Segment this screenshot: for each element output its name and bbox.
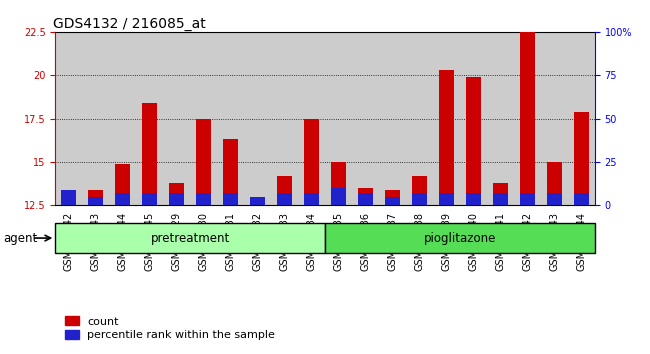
- Bar: [61, 190, 76, 205]
- Bar: [277, 193, 292, 205]
- Bar: [487, 32, 514, 205]
- Bar: [88, 197, 103, 205]
- Bar: [82, 32, 109, 205]
- Bar: [574, 193, 589, 205]
- Bar: [412, 193, 427, 205]
- Bar: [136, 32, 163, 205]
- Bar: [298, 32, 325, 205]
- Bar: [514, 32, 541, 205]
- Bar: [466, 193, 481, 205]
- Bar: [520, 32, 535, 205]
- Bar: [358, 188, 373, 205]
- Bar: [460, 32, 487, 205]
- Bar: [547, 193, 562, 205]
- Bar: [385, 197, 400, 205]
- Bar: [163, 32, 190, 205]
- Bar: [493, 193, 508, 205]
- Bar: [250, 200, 265, 205]
- Bar: [169, 193, 184, 205]
- Bar: [223, 139, 238, 205]
- Text: pretreatment: pretreatment: [151, 232, 229, 245]
- Bar: [115, 164, 130, 205]
- Legend: count, percentile rank within the sample: count, percentile rank within the sample: [61, 312, 280, 345]
- Bar: [331, 188, 346, 205]
- Bar: [55, 32, 83, 205]
- Bar: [142, 103, 157, 205]
- Bar: [325, 223, 595, 253]
- Bar: [196, 119, 211, 205]
- Bar: [223, 193, 238, 205]
- Bar: [331, 162, 346, 205]
- Bar: [385, 190, 400, 205]
- Bar: [568, 32, 595, 205]
- Bar: [466, 77, 481, 205]
- Bar: [439, 70, 454, 205]
- Bar: [352, 32, 379, 205]
- Bar: [142, 193, 157, 205]
- Bar: [55, 223, 325, 253]
- Bar: [217, 32, 244, 205]
- Bar: [169, 183, 184, 205]
- Bar: [433, 32, 460, 205]
- Bar: [406, 32, 433, 205]
- Bar: [325, 32, 352, 205]
- Bar: [250, 197, 265, 205]
- Bar: [304, 119, 319, 205]
- Bar: [574, 112, 589, 205]
- Bar: [61, 198, 76, 205]
- Bar: [541, 32, 568, 205]
- Text: GDS4132 / 216085_at: GDS4132 / 216085_at: [53, 17, 205, 31]
- Bar: [412, 176, 427, 205]
- Bar: [244, 32, 271, 205]
- Bar: [547, 162, 562, 205]
- Bar: [493, 183, 508, 205]
- Bar: [109, 32, 136, 205]
- Bar: [190, 32, 217, 205]
- Bar: [520, 193, 535, 205]
- Bar: [304, 193, 319, 205]
- Bar: [196, 193, 211, 205]
- Bar: [88, 190, 103, 205]
- Text: pioglitazone: pioglitazone: [424, 232, 496, 245]
- Bar: [379, 32, 406, 205]
- Text: agent: agent: [3, 232, 38, 245]
- Bar: [358, 193, 373, 205]
- Bar: [271, 32, 298, 205]
- Bar: [277, 176, 292, 205]
- Bar: [115, 193, 130, 205]
- Bar: [439, 193, 454, 205]
